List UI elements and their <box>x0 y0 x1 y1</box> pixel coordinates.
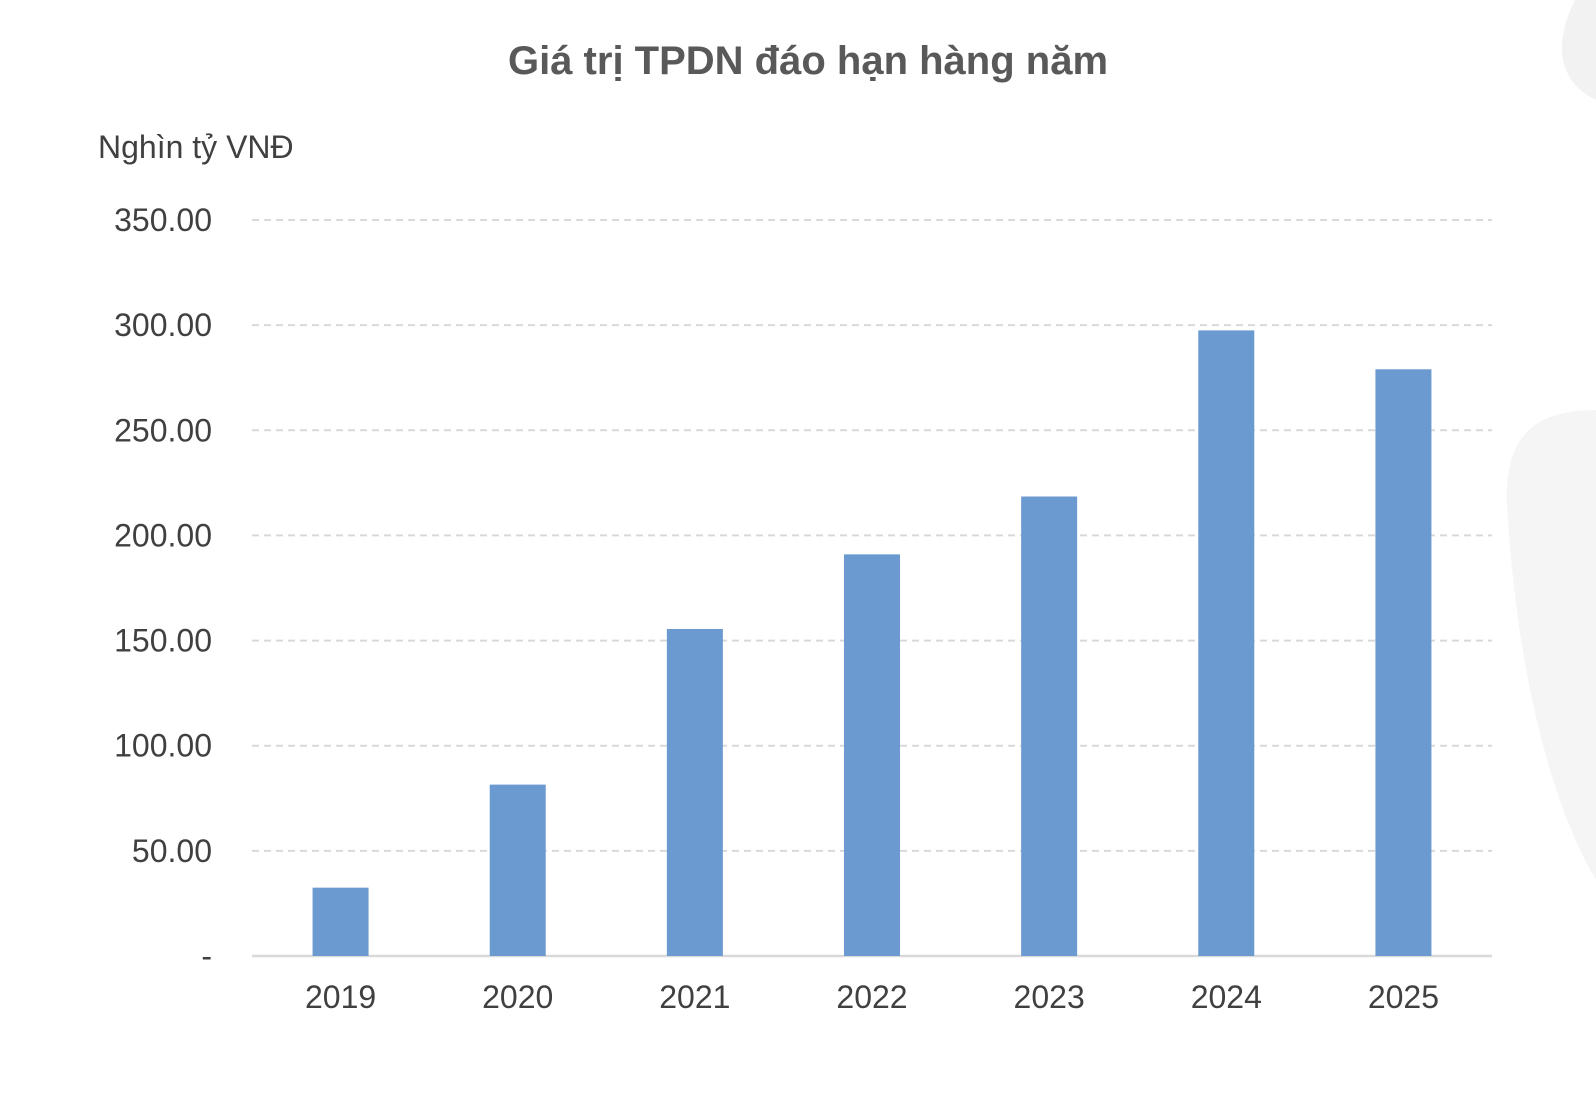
x-axis-ticks: 2019 2020 2021 2022 2023 2024 2025 <box>305 979 1439 1015</box>
x-tick-label: 2021 <box>659 979 730 1015</box>
background-decoration-lower <box>1506 410 1596 880</box>
bar-2019 <box>312 887 369 956</box>
bar-2024 <box>1198 330 1255 956</box>
y-tick-label: 100.00 <box>114 728 212 764</box>
chart-title: Giá trị TPDN đáo hạn hàng năm <box>508 39 1108 83</box>
y-tick-label: 200.00 <box>114 517 212 553</box>
x-tick-label: 2024 <box>1191 979 1262 1015</box>
bar-2025 <box>1375 369 1432 956</box>
y-tick-label: 50.00 <box>132 833 212 869</box>
y-tick-label: - <box>201 938 212 974</box>
x-tick-label: 2025 <box>1368 979 1439 1015</box>
y-tick-label: 150.00 <box>114 623 212 659</box>
bar-2021 <box>666 629 723 956</box>
x-tick-label: 2019 <box>305 979 376 1015</box>
y-tick-label: 250.00 <box>114 412 212 448</box>
bar-2022 <box>844 554 900 956</box>
background-decoration <box>1561 0 1596 100</box>
x-tick-label: 2020 <box>482 979 553 1015</box>
x-tick-label: 2022 <box>836 979 907 1015</box>
y-tick-label: 300.00 <box>114 307 212 343</box>
x-tick-label: 2023 <box>1014 979 1085 1015</box>
y-axis-ticks: - 50.00 100.00 150.00 200.00 250.00 300.00 350.… <box>114 202 212 974</box>
bar-2023 <box>1021 496 1078 956</box>
bars <box>312 330 1432 956</box>
gridlines <box>252 219 1492 958</box>
y-axis-unit-label: Nghìn tỷ VNĐ <box>98 129 294 165</box>
bar-2020 <box>489 784 546 956</box>
y-tick-label: 350.00 <box>114 202 212 238</box>
